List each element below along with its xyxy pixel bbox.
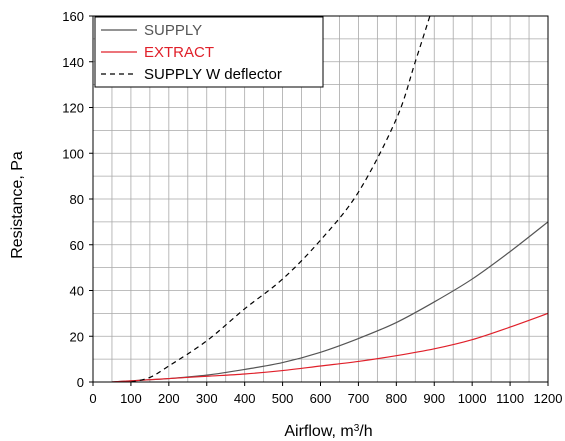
x-tick-label: 100 bbox=[120, 391, 142, 406]
x-tick-label: 600 bbox=[310, 391, 332, 406]
y-tick-label: 120 bbox=[62, 101, 84, 116]
y-tick-label: 0 bbox=[77, 375, 84, 390]
x-tick-label: 500 bbox=[272, 391, 294, 406]
y-tick-label: 140 bbox=[62, 55, 84, 70]
x-tick-label: 900 bbox=[423, 391, 445, 406]
x-tick-label: 1000 bbox=[458, 391, 487, 406]
x-tick-label: 1100 bbox=[496, 391, 524, 406]
y-tick-label: 100 bbox=[62, 146, 84, 161]
legend: SUPPLY EXTRACT SUPPLY W deflector bbox=[94, 16, 324, 88]
axis-ticks: 0 100 200 300 400 500 600 700 800 900 1000 1100 1200… bbox=[62, 9, 562, 406]
x-axis-title: Airflow, m3/h bbox=[284, 423, 372, 441]
legend-entry-label: SUPPLY W deflector bbox=[144, 66, 282, 83]
legend-entry-label: EXTRACT bbox=[144, 44, 214, 61]
legend-entry-label: SUPPLY bbox=[144, 22, 202, 39]
y-tick-label: 160 bbox=[62, 9, 84, 24]
series-line-extract bbox=[111, 312, 548, 382]
y-axis-title: Resistance, Pa bbox=[9, 151, 26, 259]
x-tick-label: 800 bbox=[385, 391, 407, 406]
y-tick-label: 40 bbox=[70, 284, 84, 299]
x-tick-label: 300 bbox=[196, 391, 218, 406]
series-line-supply bbox=[111, 221, 548, 382]
x-axis-title-sup: 3 bbox=[354, 423, 360, 434]
x-tick-label: 400 bbox=[234, 391, 256, 406]
x-axis-title-tail: /h bbox=[359, 423, 372, 440]
x-tick-label: 1200 bbox=[534, 391, 563, 406]
series-lines bbox=[111, 16, 548, 382]
x-axis-title-base: Airflow, m bbox=[284, 423, 353, 440]
y-tick-label: 80 bbox=[70, 192, 84, 207]
series-line-supply-w-deflector bbox=[130, 16, 431, 382]
x-tick-label: 700 bbox=[348, 391, 370, 406]
y-tick-label: 20 bbox=[70, 329, 84, 344]
x-tick-label: 0 bbox=[89, 391, 96, 406]
x-tick-label: 200 bbox=[158, 391, 180, 406]
y-tick-label: 60 bbox=[70, 238, 84, 253]
